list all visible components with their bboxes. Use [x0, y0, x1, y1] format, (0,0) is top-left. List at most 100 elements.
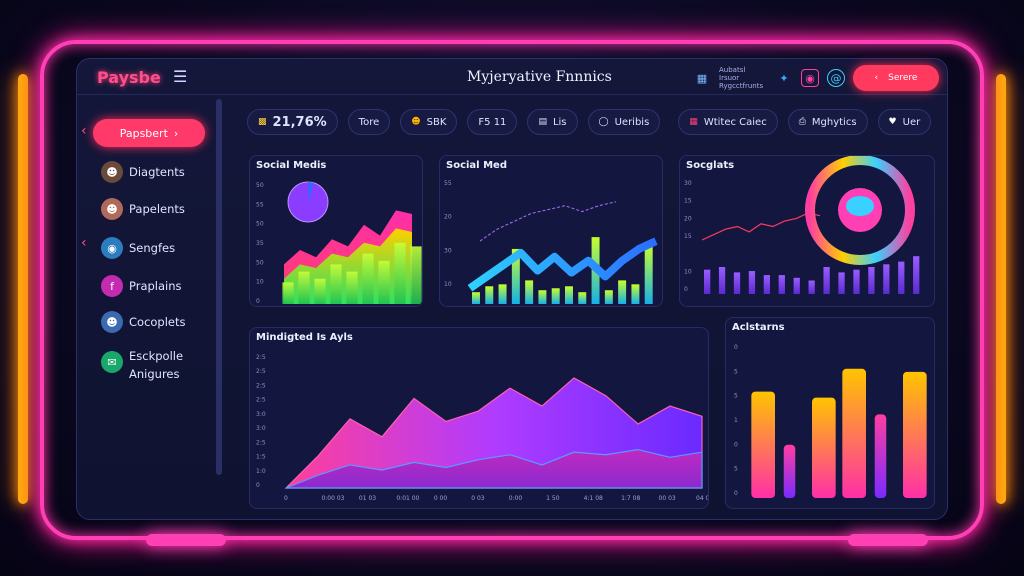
- x-tick-label: 0:01 00: [396, 495, 419, 502]
- y-tick-label: 0: [256, 298, 260, 305]
- stat-label: Ueribis: [614, 116, 650, 128]
- stat-lis[interactable]: ▤ Lis: [527, 109, 578, 135]
- y-tick-label: 5: [734, 368, 738, 375]
- y-tick-label: 15: [684, 198, 692, 205]
- bar: [578, 292, 587, 304]
- y-tick-label: 35: [256, 240, 264, 247]
- sidebar-item-cocoplets[interactable]: ☻ Cocoplets: [101, 311, 205, 333]
- y-tick-label: 50: [256, 182, 264, 189]
- stat-value-pill[interactable]: ▩ 21,76%: [247, 109, 338, 135]
- bar: [823, 267, 830, 294]
- stat-sbk[interactable]: ☻ SBK: [400, 109, 458, 135]
- bar: [282, 282, 294, 304]
- y-tick-label: 3:0: [256, 425, 266, 432]
- sidebar-item-esckpolle[interactable]: ✉ Esckpolle Anigures: [101, 347, 205, 383]
- top-bar: Paysbe ☰ Myjeryative Fnnnics ▦ Aubatsl I…: [77, 59, 947, 95]
- search-button-label: Serere: [888, 73, 918, 83]
- stat-label: Tore: [358, 116, 380, 128]
- x-tick-label: 0 03: [471, 495, 485, 502]
- instagram-icon[interactable]: ◉: [801, 69, 819, 87]
- search-button[interactable]: ‹ Serere: [853, 65, 939, 91]
- stat-uer[interactable]: ♥ Uer: [877, 109, 932, 135]
- sidebar-item-label: Sengfes: [129, 241, 176, 255]
- chart-social-med: 55 20 30 10: [444, 180, 658, 304]
- sidebar-item-sengfes[interactable]: ◉ Sengfes: [101, 237, 205, 259]
- sidebar-item-praplains[interactable]: f Praplains: [101, 275, 205, 297]
- bar: [298, 271, 310, 304]
- bar: [903, 371, 927, 498]
- page-title: Myjeryative Fnnnics: [467, 69, 612, 85]
- bar: [778, 275, 785, 294]
- bar: [793, 277, 800, 294]
- stats-row: ▩ 21,76% Tore ☻ SBK F5 11 ▤ Lis ◯ Ueribi…: [247, 109, 932, 135]
- stat-label: Wtitec Caiec: [703, 116, 767, 128]
- sidebar-item-label: Esckpolle: [129, 349, 184, 363]
- bar: [314, 278, 326, 304]
- sidebar: ‹ Papsbert › ☻ Diagtents ☻ Papelents ‹ ◉…: [81, 115, 205, 451]
- stat-f5[interactable]: F5 11: [467, 109, 518, 135]
- menu-icon[interactable]: ☰: [173, 67, 188, 86]
- grid-icon[interactable]: ▦: [696, 71, 708, 85]
- series-line: [467, 237, 658, 292]
- bar: [853, 269, 860, 294]
- stat-wtitec[interactable]: ▦ Wtitec Caiec: [678, 109, 778, 135]
- sidebar-item-label: Papelents: [129, 202, 185, 216]
- y-tick-label: 2:5: [256, 354, 266, 361]
- y-tick-label: 50: [256, 259, 264, 266]
- bar: [808, 280, 815, 294]
- bar: [511, 248, 520, 304]
- right-neon-bar: [996, 74, 1006, 504]
- chevron-left-icon[interactable]: ‹: [81, 123, 87, 139]
- x-tick-label: 0: [284, 495, 288, 502]
- bar: [525, 280, 534, 304]
- app-logo[interactable]: Paysbe: [97, 68, 161, 87]
- y-tick-label: 0: [734, 490, 738, 497]
- y-tick-label: 2:5: [256, 368, 266, 375]
- bar: [410, 246, 422, 304]
- message-icon: ✉: [101, 351, 123, 373]
- sidebar-primary-button[interactable]: Papsbert ›: [93, 119, 205, 147]
- bar: [618, 280, 627, 304]
- chart-title: Mindigted Is Ayls: [256, 332, 353, 343]
- sidebar-item-label: Diagtents: [129, 165, 185, 179]
- bar: [883, 264, 890, 294]
- bar: [604, 290, 613, 304]
- profile-icon: ☻: [101, 198, 123, 220]
- bar: [842, 368, 866, 498]
- stat-tore[interactable]: Tore: [347, 109, 391, 135]
- y-tick-label: 20: [444, 214, 452, 221]
- bar: [748, 271, 756, 294]
- stat-label: Lis: [552, 116, 567, 128]
- chart-socglats: 30 15 20 15 10 0: [684, 156, 920, 294]
- chevron-left-icon[interactable]: ‹: [81, 235, 87, 251]
- sidebar-scrollbar[interactable]: [216, 99, 222, 475]
- bar: [704, 269, 711, 294]
- y-tick-label: 0: [256, 482, 260, 489]
- twitter-icon[interactable]: ✦: [779, 71, 789, 85]
- at-icon[interactable]: @: [827, 69, 845, 87]
- x-tick-label: 00 03: [659, 495, 676, 502]
- sidebar-item-papelents[interactable]: ☻ Papelents: [101, 198, 205, 220]
- chart-card-socglats: Socglats 30 15 20 15 10 0: [679, 155, 935, 307]
- x-tick-label: 0 00: [434, 495, 448, 502]
- stat-label: Mghytics: [811, 116, 857, 128]
- frame-glow-right: [848, 534, 928, 546]
- bar: [378, 260, 390, 304]
- bar: [874, 414, 887, 498]
- info-line-2: Rygcctfrunts: [719, 82, 764, 90]
- stat-label: SBK: [426, 116, 447, 128]
- profile-icon: ☻: [101, 311, 123, 333]
- chart-card-social-med: Social Med 55 20 30 10: [439, 155, 663, 307]
- y-tick-label: 1: [734, 417, 738, 424]
- y-tick-label: 0: [734, 344, 738, 351]
- wallet-icon: ▩: [258, 117, 267, 127]
- y-tick-label: 30: [684, 180, 692, 187]
- x-tick-label: 04 03: [696, 495, 709, 502]
- frame-glow-left: [146, 534, 226, 546]
- stat-mghytics[interactable]: ⎙ Mghytics: [787, 109, 868, 135]
- sidebar-item-diagtents[interactable]: ☻ Diagtents: [101, 161, 205, 183]
- bar: [631, 284, 640, 304]
- stat-ueribis[interactable]: ◯ Ueribis: [587, 109, 661, 135]
- bar: [498, 284, 507, 304]
- bar: [898, 261, 905, 294]
